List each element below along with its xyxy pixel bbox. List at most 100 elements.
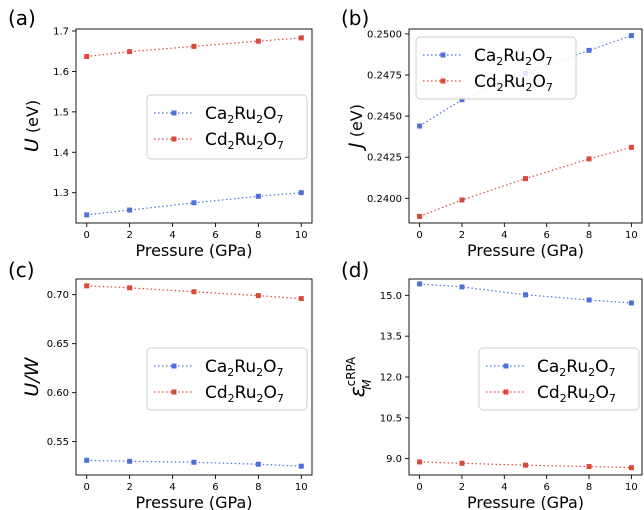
x-axis-label: Pressure (GPa) (135, 493, 252, 510)
y-tick-label: 9.0 (386, 454, 402, 465)
data-point (127, 207, 133, 213)
y-tick-label: 13.5 (380, 332, 402, 343)
data-point (586, 156, 592, 162)
y-tick-label: 0.2450 (367, 112, 402, 123)
chart-panel-1: 0 2 4 6 8 10 1.3 1.4 1.5 1.6 1.7 Pressure (GPa) U (e… (8, 6, 313, 260)
data-point (417, 123, 423, 129)
y-tick-label: 0.2475 (367, 71, 402, 82)
data-point (628, 33, 634, 39)
data-point (84, 212, 90, 218)
y-axis-label: U/W (21, 356, 43, 396)
series-line (419, 35, 632, 127)
x-tick-label: 0 (416, 230, 422, 241)
series-line (86, 459, 302, 467)
legend-label: Cd2Ru2O7 (537, 383, 616, 405)
data-point (255, 193, 261, 199)
series-line (86, 37, 302, 58)
data-point (127, 458, 133, 464)
data-point (459, 284, 465, 290)
x-axis-label: Pressure (GPa) (135, 241, 252, 260)
x-tick-label: 0 (84, 230, 90, 241)
data-point (298, 296, 304, 302)
x-tick-label: 6 (212, 482, 218, 493)
legend-marker (503, 389, 509, 395)
legend-box (146, 347, 308, 411)
data-point (191, 200, 197, 206)
legend-box (478, 347, 640, 411)
x-tick-label: 10 (295, 482, 308, 493)
y-tick-label: 0.65 (47, 339, 69, 350)
y-tick-label: 0.60 (47, 388, 69, 399)
legend-label: Ca2Ru2O7 (474, 46, 553, 68)
x-tick-label: 10 (295, 230, 308, 241)
data-point (523, 176, 528, 182)
y-tick-label: 0.55 (47, 437, 69, 448)
x-tick-label: 6 (543, 482, 549, 493)
x-tick-label: 0 (416, 482, 422, 493)
x-tick-label: 4 (501, 482, 507, 493)
legend: Ca2Ru2O7 Cd2Ru2O7 (478, 347, 640, 411)
axes-frame (75, 28, 313, 224)
data-point (255, 38, 261, 44)
data-point (127, 285, 133, 291)
y-axis-label: U (eV) (21, 100, 43, 152)
x-tick-label: 2 (459, 482, 465, 493)
data-point (628, 300, 634, 306)
y-tick-label: 0.2400 (367, 194, 402, 205)
legend: Ca2Ru2O7 Cd2Ru2O7 (146, 94, 308, 160)
data-point (586, 464, 592, 470)
panel-label: (c) (8, 258, 35, 282)
series-line (419, 283, 632, 304)
y-tick-label: 0.2500 (367, 29, 402, 40)
data-point (523, 462, 528, 468)
data-point (586, 47, 592, 53)
data-point (417, 281, 423, 287)
panel-label: (b) (341, 6, 369, 30)
legend-marker (171, 110, 177, 116)
data-point (84, 457, 90, 463)
x-tick-label: 8 (586, 230, 592, 241)
x-axis-label: Pressure (GPa) (467, 493, 584, 510)
x-tick-label: 2 (126, 230, 132, 241)
legend-label: Cd2Ru2O7 (205, 130, 284, 152)
series-line (419, 146, 632, 217)
x-tick-label: 6 (543, 230, 549, 241)
panel-label: (d) (341, 258, 369, 282)
y-tick-label: 15.0 (380, 291, 402, 302)
x-tick-label: 10 (625, 482, 638, 493)
chart-panel-3: 0 2 4 6 8 10 0.55 0.60 0.65 0.70 Pressure (GPa) U/W… (8, 258, 313, 510)
data-point (459, 197, 465, 203)
data-point (628, 144, 634, 150)
y-axis-label: εcRPA M (344, 356, 374, 397)
series-line (86, 285, 302, 300)
x-tick-label: 2 (459, 230, 465, 241)
x-tick-label: 2 (126, 482, 132, 493)
data-point (523, 292, 528, 298)
data-point (84, 53, 90, 59)
data-point (191, 43, 197, 49)
data-point (255, 293, 261, 299)
data-point (191, 459, 197, 465)
data-point (628, 465, 634, 471)
y-tick-label: 1.3 (53, 188, 69, 199)
panel-label: (a) (8, 6, 36, 30)
y-tick-label: 1.7 (53, 27, 69, 38)
data-point (459, 460, 465, 466)
data-point (298, 190, 304, 196)
legend-box (415, 36, 577, 100)
x-tick-label: 4 (169, 482, 175, 493)
x-tick-label: 8 (255, 482, 261, 493)
y-tick-label: 0.2425 (367, 153, 402, 164)
y-tick-label: 10.5 (380, 413, 402, 424)
y-tick-label: 1.6 (53, 67, 69, 78)
chart-panel-4: 0 2 4 6 8 10 9.0 10.5 12.0 13.5 15.0 Pressure (GPa)… (341, 258, 643, 510)
x-tick-label: 0 (84, 482, 90, 493)
legend-marker (171, 363, 177, 369)
legend: Ca2Ru2O7 Cd2Ru2O7 (146, 347, 308, 411)
data-point (417, 213, 423, 219)
data-point (586, 297, 592, 303)
y-tick-label: 0.70 (47, 290, 69, 301)
y-axis-label: J (eV) (345, 104, 367, 152)
axes-frame (408, 28, 643, 224)
